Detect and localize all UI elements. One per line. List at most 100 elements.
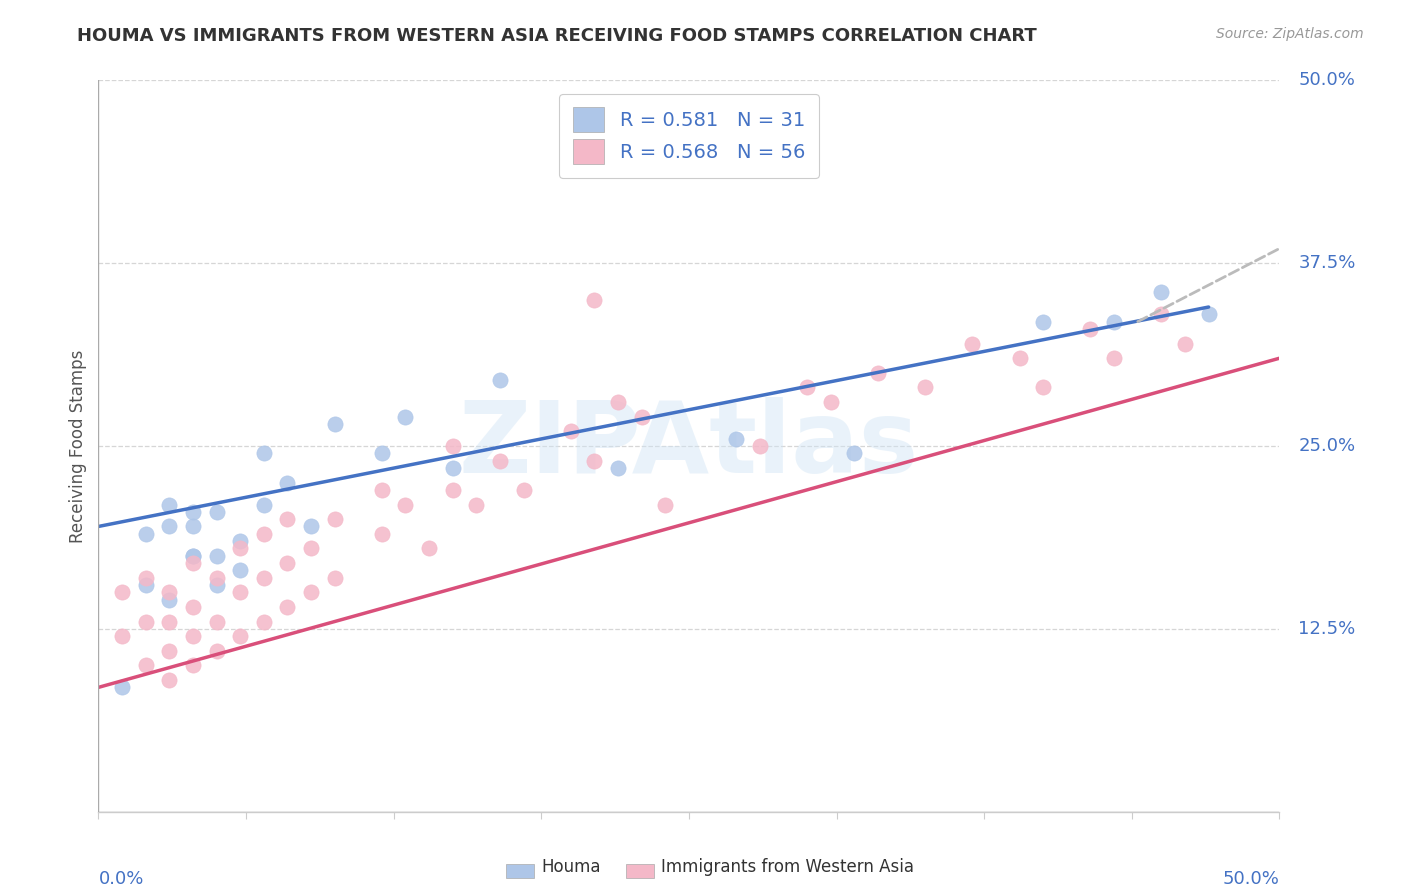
Point <box>489 373 512 387</box>
Point <box>205 505 228 519</box>
Point <box>205 644 228 658</box>
Point <box>441 461 464 475</box>
Point <box>371 446 394 460</box>
Point <box>583 453 606 467</box>
Text: 50.0%: 50.0% <box>1223 871 1279 888</box>
Point <box>253 615 276 629</box>
Point <box>299 585 322 599</box>
Text: Source: ZipAtlas.com: Source: ZipAtlas.com <box>1216 27 1364 41</box>
Point <box>371 526 394 541</box>
Point <box>583 293 606 307</box>
Point <box>157 592 180 607</box>
Point <box>323 571 346 585</box>
Point <box>181 658 204 673</box>
Point <box>229 534 252 549</box>
Point <box>914 380 936 394</box>
Point <box>157 585 180 599</box>
Text: 50.0%: 50.0% <box>1298 71 1355 89</box>
Point <box>111 681 134 695</box>
Point <box>253 526 276 541</box>
Point <box>820 395 842 409</box>
Text: Houma: Houma <box>541 858 600 876</box>
Point <box>560 425 582 439</box>
Point <box>253 446 276 460</box>
Legend: R = 0.581   N = 31, R = 0.568   N = 56: R = 0.581 N = 31, R = 0.568 N = 56 <box>560 94 818 178</box>
Point <box>157 644 180 658</box>
Point <box>135 658 157 673</box>
Point <box>962 336 984 351</box>
Point <box>489 453 512 467</box>
Point <box>866 366 889 380</box>
Point <box>465 498 488 512</box>
Point <box>205 578 228 592</box>
Point <box>299 541 322 556</box>
Text: 37.5%: 37.5% <box>1298 254 1355 272</box>
Text: ZIPAtlas: ZIPAtlas <box>458 398 920 494</box>
Point <box>654 498 676 512</box>
Point <box>796 380 818 394</box>
Point <box>181 549 204 563</box>
Point <box>111 585 134 599</box>
Point <box>276 475 298 490</box>
Point <box>253 498 276 512</box>
Point <box>135 578 157 592</box>
Point <box>157 519 180 533</box>
Point <box>1102 315 1125 329</box>
Point <box>1150 285 1173 300</box>
Point <box>229 541 252 556</box>
Point <box>135 615 157 629</box>
Point <box>205 549 228 563</box>
Point <box>181 549 204 563</box>
Point <box>111 629 134 643</box>
Point <box>229 629 252 643</box>
Text: Immigrants from Western Asia: Immigrants from Western Asia <box>661 858 914 876</box>
Point <box>181 519 204 533</box>
Point <box>181 599 204 614</box>
Point <box>253 571 276 585</box>
Point <box>323 512 346 526</box>
Text: 0.0%: 0.0% <box>98 871 143 888</box>
Point <box>748 439 770 453</box>
Point <box>725 432 748 446</box>
Point <box>394 498 416 512</box>
Point <box>135 571 157 585</box>
Point <box>157 615 180 629</box>
Point <box>441 439 464 453</box>
Point <box>157 498 180 512</box>
Text: HOUMA VS IMMIGRANTS FROM WESTERN ASIA RECEIVING FOOD STAMPS CORRELATION CHART: HOUMA VS IMMIGRANTS FROM WESTERN ASIA RE… <box>77 27 1038 45</box>
Point <box>607 461 630 475</box>
Point <box>512 483 534 497</box>
Point <box>323 417 346 431</box>
Point <box>276 599 298 614</box>
Point <box>1174 336 1197 351</box>
Point <box>181 629 204 643</box>
Point <box>276 512 298 526</box>
Point <box>394 409 416 424</box>
Point <box>205 615 228 629</box>
Point <box>157 673 180 687</box>
Point <box>630 409 652 424</box>
Point <box>229 585 252 599</box>
Point <box>135 526 157 541</box>
Point <box>1102 351 1125 366</box>
Point <box>1032 380 1054 394</box>
Point <box>181 505 204 519</box>
Text: 12.5%: 12.5% <box>1298 620 1355 638</box>
Point <box>276 556 298 570</box>
Point <box>1198 307 1220 321</box>
Point <box>1008 351 1031 366</box>
Y-axis label: Receiving Food Stamps: Receiving Food Stamps <box>69 350 87 542</box>
Point <box>299 519 322 533</box>
Point <box>371 483 394 497</box>
Point <box>205 571 228 585</box>
Point <box>441 483 464 497</box>
Point <box>844 446 866 460</box>
Point <box>1150 307 1173 321</box>
Text: 25.0%: 25.0% <box>1298 437 1355 455</box>
Point <box>181 556 204 570</box>
Point <box>229 563 252 577</box>
Point <box>1080 322 1102 336</box>
Point <box>607 395 630 409</box>
Point <box>418 541 440 556</box>
Point <box>1032 315 1054 329</box>
